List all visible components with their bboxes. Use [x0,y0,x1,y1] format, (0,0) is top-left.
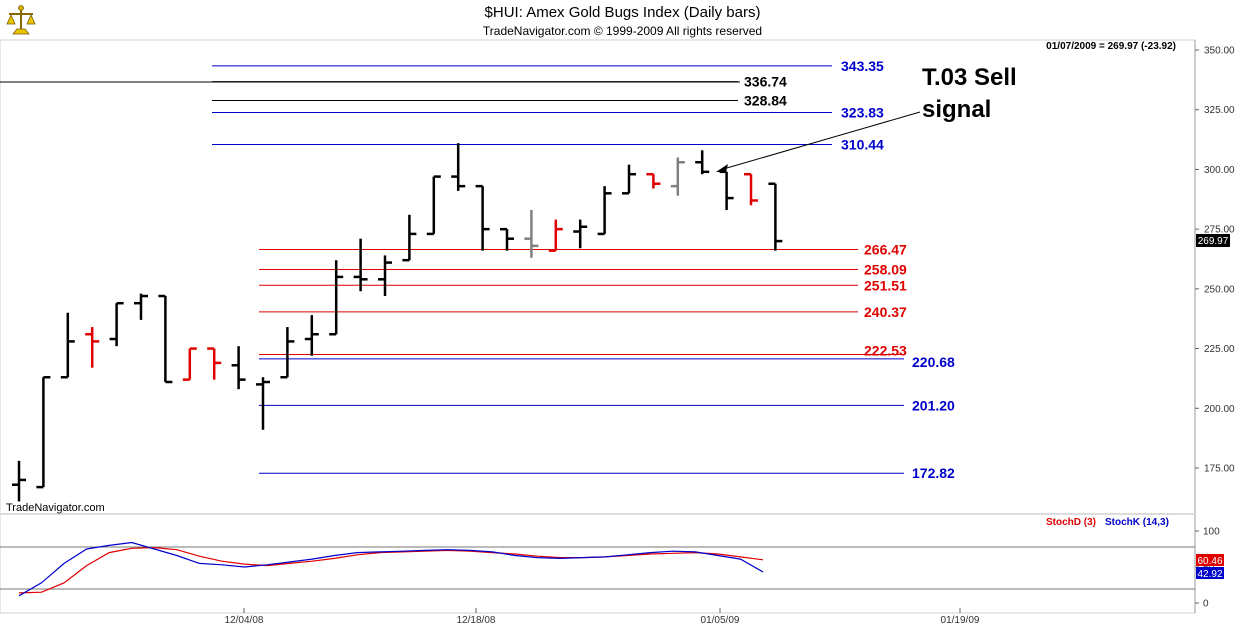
ohlc-bar [36,375,51,489]
ohlc-bar [402,214,417,262]
level-label: 323.83 [841,105,884,121]
x-tick-label: 12/18/08 [457,615,496,626]
ohlc-bar [524,210,539,258]
level-label: 220.68 [912,354,955,370]
ohlc-bar [597,186,612,236]
scales-logo-icon [6,5,36,35]
level-label: 172.82 [912,465,955,481]
level-label: 222.53 [864,342,907,358]
y-tick-label: 200.00 [1204,404,1235,415]
stoch-d-line [18,546,764,594]
ohlc-bar [719,170,734,211]
ohlc-bar [768,182,783,251]
y-tick-label: 325.00 [1204,105,1235,116]
ohlc-bar [85,327,100,368]
y-tick-label: 225.00 [1204,344,1235,355]
current-price-label: 269.97 [1198,236,1229,247]
ohlc-bar [475,184,490,251]
ohlc-bar [646,172,661,189]
ohlc-bar [207,347,222,380]
level-label: 201.20 [912,397,955,413]
ohlc-bar [12,460,26,502]
ohlc-bar [182,347,197,381]
current-price-box [1196,234,1230,247]
x-tick-label: 01/05/09 [701,615,740,626]
ohlc-bar [353,238,368,292]
ohlc-bar [500,227,514,251]
level-label: 266.47 [864,242,907,258]
ohlc-bar [426,175,441,236]
ohlc-bar [744,172,758,206]
level-label: 240.37 [864,304,907,320]
ohlc-bar [378,255,392,297]
ohlc-bar [451,143,466,191]
ohlc-bar [60,312,75,379]
stoch-k-line [18,541,764,597]
stoch-tick-label: 0 [1203,599,1209,610]
stoch-k-value-box [1196,567,1224,579]
ohlc-bar [280,327,295,379]
x-tick-label: 01/19/09 [941,615,980,626]
stoch-d-legend: StochD (3) [1046,517,1096,528]
ohlc-bar [670,157,685,196]
stoch-d-value-box [1196,554,1224,566]
x-tick-label: 12/04/08 [225,615,264,626]
stoch-tick-label: 100 [1203,527,1220,538]
ohlc-bar [158,294,173,384]
ohlc-bar [109,301,124,347]
ohlc-bar [622,164,636,195]
ohlc-bar [695,150,710,175]
y-tick-label: 350.00 [1204,46,1235,57]
level-label: 328.84 [744,93,787,109]
watermark-text: TradeNavigator.com [6,502,105,514]
ohlc-bar [329,260,344,336]
y-tick-label: 300.00 [1204,165,1235,176]
chart-header: $HUI: Amex Gold Bugs Index (Daily bars) … [0,0,1245,40]
annotation-line-2: signal [922,96,991,123]
stoch-d-value: 60.46 [1197,556,1222,567]
ohlc-bar [548,219,563,252]
quote-readout: 01/07/2009 = 269.97 (-23.92) [1046,41,1176,52]
plot-frame [0,39,1196,614]
annotation-arrow [716,111,921,172]
copyright-text: TradeNavigator.com © 1999-2009 All right… [482,24,763,38]
level-label: 258.09 [864,262,907,278]
annotation-line-1: T.03 Sell [922,64,1017,91]
chart-title: $HUI: Amex Gold Bugs Index (Daily bars) [484,4,761,21]
level-label: 336.74 [744,74,787,90]
stoch-k-legend: StochK (14,3) [1105,517,1169,528]
level-label: 343.35 [841,58,884,74]
level-label: 310.44 [841,136,884,152]
y-tick-label: 275.00 [1204,225,1235,236]
ohlc-bar [573,219,588,249]
ohlc-bar [134,293,148,320]
stoch-k-value: 42.92 [1197,569,1222,580]
y-tick-label: 175.00 [1204,464,1235,475]
y-tick-label: 250.00 [1204,284,1235,295]
level-label: 251.51 [864,277,907,293]
ohlc-bar [231,346,246,390]
ohlc-bar [256,377,270,430]
ohlc-bar [304,315,319,356]
